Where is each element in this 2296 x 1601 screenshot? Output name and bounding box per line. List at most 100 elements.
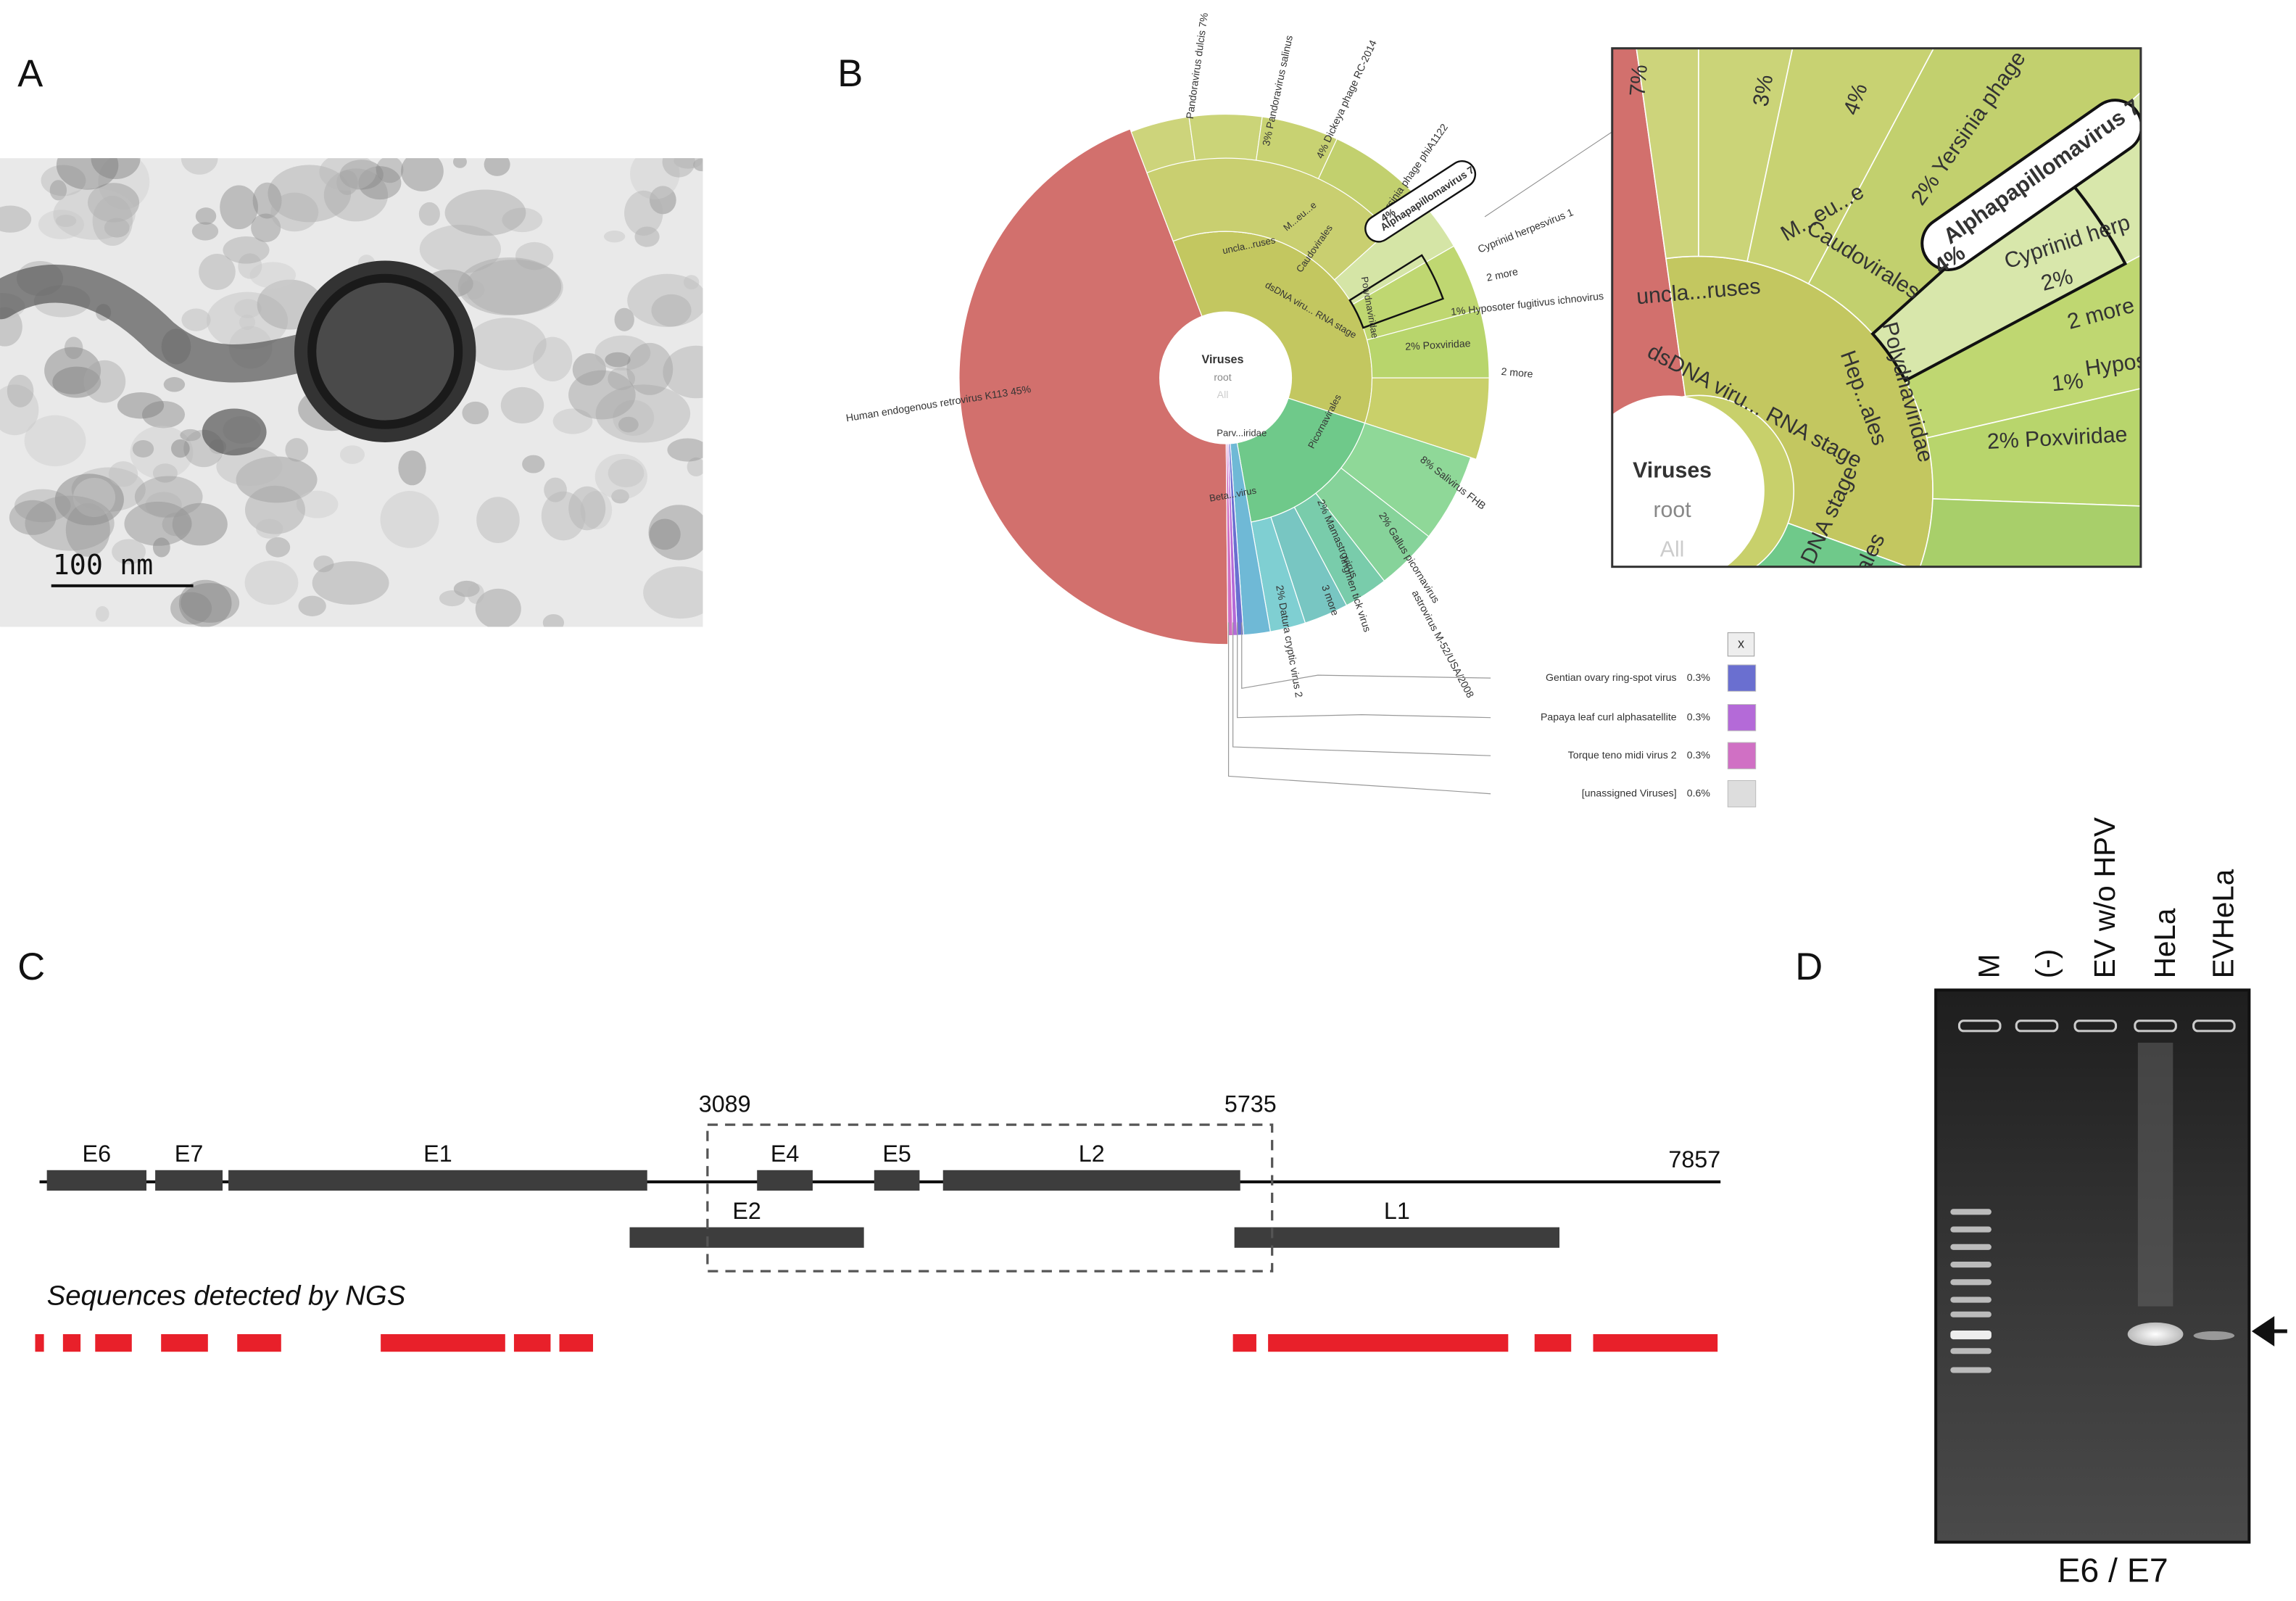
stain-blob	[693, 158, 703, 172]
stain-blob	[627, 273, 703, 327]
legend-percent: 0.6%	[1687, 787, 1711, 798]
krona-label: Cyprinid herpesvirus 1	[1476, 206, 1575, 255]
gene-box	[874, 1170, 920, 1191]
legend-name: Gentian ovary ring-spot virus	[1546, 671, 1677, 683]
stain-blob	[14, 489, 71, 523]
stain-blob	[98, 158, 150, 210]
stain-blob	[270, 192, 319, 232]
stain-blob	[323, 168, 389, 222]
legend-swatch	[1727, 780, 1757, 808]
inset-label: 3%	[1749, 73, 1778, 109]
stain-blob	[594, 335, 651, 371]
evhela-band	[2193, 1331, 2235, 1341]
stain-blob	[542, 614, 565, 627]
stain-blob	[484, 158, 510, 176]
stain-blob	[223, 236, 270, 264]
stain-blob	[568, 486, 606, 531]
legend-percent: 0.3%	[1687, 749, 1711, 761]
legend-swatch	[1727, 664, 1757, 692]
stain-blob	[594, 454, 648, 500]
stain-blob	[339, 445, 365, 464]
stain-blob	[460, 280, 485, 300]
gene-box	[46, 1170, 146, 1191]
stain-blob	[595, 384, 691, 443]
ngs-segment	[1593, 1334, 1718, 1352]
legend-close-label: x	[1738, 636, 1744, 650]
krona-label: astrovirus M-52/USA/2008	[1410, 588, 1477, 700]
stain-blob	[502, 207, 543, 233]
region-box	[706, 1123, 1274, 1273]
legend-swatch	[1727, 742, 1757, 769]
stain-blob	[9, 500, 57, 535]
stain-blob	[83, 360, 126, 403]
stain-blob	[170, 592, 212, 625]
region-start: 3089	[699, 1091, 751, 1117]
callout-box	[1364, 160, 1477, 243]
inset-label: 7%	[1625, 64, 1652, 97]
gene-box	[629, 1227, 864, 1248]
ngs-segment	[95, 1334, 132, 1352]
ngs-segment	[513, 1334, 551, 1352]
stain-blob	[236, 456, 318, 503]
stain-blob	[55, 215, 77, 228]
stain-blob	[44, 347, 101, 394]
stain-blob	[457, 257, 562, 315]
stain-blob	[687, 457, 703, 477]
inset-wedge	[1926, 387, 2141, 507]
stain-blob	[651, 294, 692, 327]
stain-blob	[465, 260, 563, 315]
stain-blob	[268, 165, 352, 223]
krona-label: 4% Dickeya phage RC-2014	[1314, 38, 1379, 160]
stain-blob	[376, 158, 404, 183]
stain-blob	[24, 415, 86, 467]
stain-blob	[544, 477, 567, 502]
stain-blob	[605, 352, 631, 368]
stain-blob	[95, 605, 109, 622]
wedge	[1364, 377, 1490, 460]
stain-blob	[7, 374, 34, 408]
stain-blob	[206, 291, 289, 349]
inset-label: 1%	[2050, 369, 2084, 396]
inset-wedge	[1754, 522, 1910, 567]
genome-length: 7857	[1668, 1146, 1720, 1172]
ngs-caption: Sequences detected by NGS	[47, 1281, 406, 1312]
stain-blob	[0, 205, 32, 233]
krona-label: 2 more	[1501, 365, 1533, 380]
stain-blob	[199, 254, 236, 290]
legend-percent: 0.3%	[1687, 671, 1711, 683]
zoom-connector	[1484, 131, 1613, 218]
stain-blob	[244, 485, 305, 534]
stain-blob	[152, 537, 170, 558]
stain-blob	[181, 583, 240, 623]
stain-blob	[195, 207, 217, 225]
krona-label: 2% Poxviridae	[1405, 337, 1471, 352]
center-label: Viruses	[1201, 353, 1243, 366]
stain-blob	[238, 253, 262, 279]
stain-blob	[112, 539, 146, 565]
ladder-band	[1950, 1262, 1992, 1268]
stain-blob	[91, 158, 141, 179]
stain-blob	[265, 537, 291, 558]
ngs-segment	[237, 1334, 281, 1352]
inset-frame	[1611, 47, 2142, 568]
inset-center-label: All	[1660, 537, 1685, 561]
stain-blob	[618, 416, 639, 433]
legend-close[interactable]	[1727, 632, 1755, 657]
center-hole	[1159, 312, 1292, 444]
stain-blob	[339, 160, 384, 190]
gene-box	[228, 1170, 647, 1191]
stain-blob	[71, 467, 146, 512]
stain-blob	[38, 210, 84, 239]
stain-blob	[649, 518, 681, 550]
stain-blob	[624, 190, 663, 236]
stain-blob	[515, 241, 554, 270]
stain-blob	[533, 336, 573, 382]
gel-well	[2134, 1019, 2177, 1033]
stain-blob	[608, 367, 636, 391]
krona-label: Parv...iridae	[1217, 427, 1267, 438]
stain-blob	[180, 429, 201, 442]
stain-blob	[336, 170, 358, 195]
stain-blob	[541, 491, 586, 541]
